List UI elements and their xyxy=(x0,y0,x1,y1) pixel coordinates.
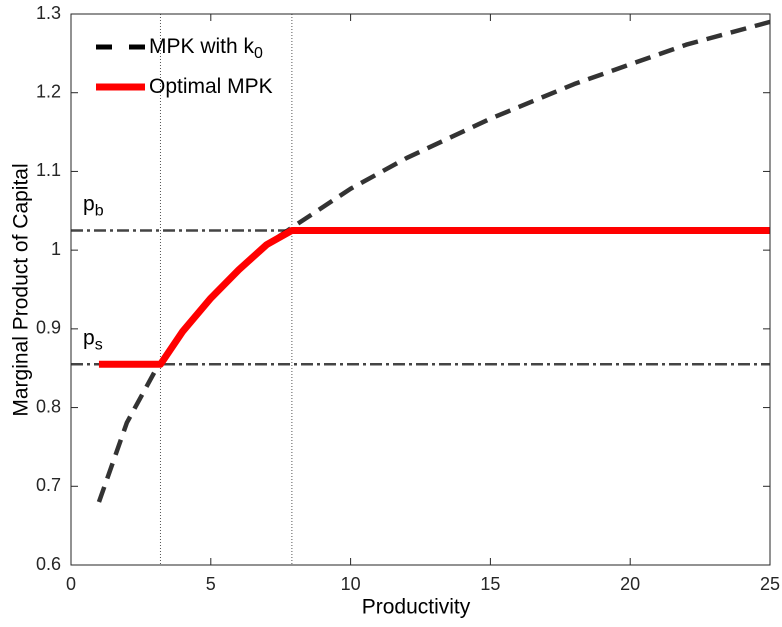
legend-label: Optimal MPK xyxy=(149,75,273,98)
reference-label-main: p xyxy=(83,192,95,215)
reference-label-main: p xyxy=(83,326,95,349)
x-tick-label: 10 xyxy=(341,574,361,594)
reference-label-subscript: s xyxy=(95,336,103,353)
y-tick-label: 0.9 xyxy=(36,318,61,338)
x-tick-label: 25 xyxy=(760,574,780,594)
legend-label-main: Optimal MPK xyxy=(149,75,273,98)
x-tick-label: 0 xyxy=(66,574,76,594)
plot-frame xyxy=(70,13,771,566)
y-tick-label: 1.1 xyxy=(36,160,61,180)
reference-label: ps xyxy=(83,326,103,354)
x-axis-label: Productivity xyxy=(362,596,471,619)
series-line xyxy=(98,226,770,368)
y-tick-label: 1.2 xyxy=(36,81,61,101)
y-tick-label: 0.7 xyxy=(36,475,61,495)
legend-label: MPK with k0 xyxy=(149,35,263,63)
y-tick-label: 1 xyxy=(51,239,61,259)
y-tick-label: 0.8 xyxy=(36,396,61,416)
legend-label-main: MPK with k xyxy=(149,35,255,58)
y-tick-label: 1.3 xyxy=(36,3,61,23)
y-tick-label: 0.6 xyxy=(36,554,61,574)
x-tick-label: 15 xyxy=(480,574,500,594)
legend-label-subscript: 0 xyxy=(254,45,263,62)
x-tick-label: 20 xyxy=(620,574,640,594)
reference-label: pb xyxy=(83,192,104,220)
x-tick-label: 5 xyxy=(206,574,216,594)
reference-label-subscript: b xyxy=(95,203,104,220)
y-axis-label: Marginal Product of Capital xyxy=(10,163,33,416)
